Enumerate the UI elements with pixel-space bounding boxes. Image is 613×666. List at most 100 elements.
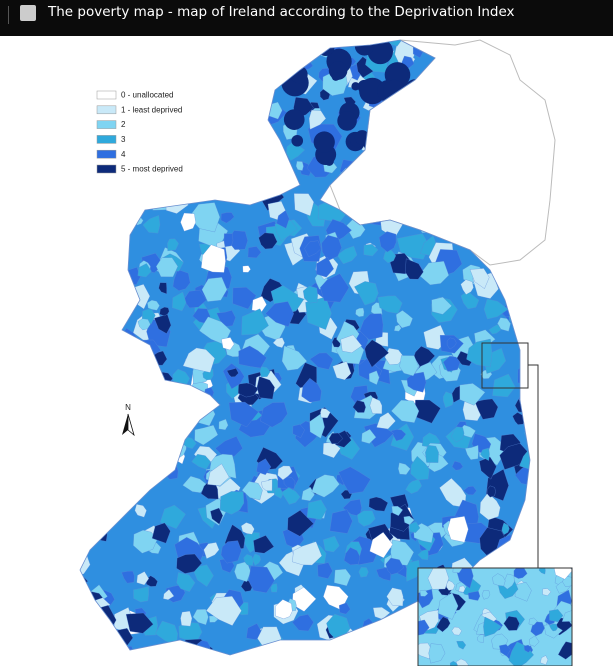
inset-areas xyxy=(418,568,572,666)
area xyxy=(52,404,75,427)
area xyxy=(248,137,271,163)
area xyxy=(322,535,340,553)
area xyxy=(528,258,530,268)
area xyxy=(256,376,275,400)
area xyxy=(436,616,451,633)
legend: 0 - unallocated 1 - least deprived 2 3 4 5 - … xyxy=(96,90,183,174)
area xyxy=(368,370,380,385)
area xyxy=(223,233,234,247)
area xyxy=(182,347,215,373)
area xyxy=(488,324,502,335)
area xyxy=(89,233,116,265)
area xyxy=(388,655,399,666)
area xyxy=(141,51,166,71)
area xyxy=(158,282,167,295)
area xyxy=(98,397,112,409)
area xyxy=(256,458,272,475)
area xyxy=(159,416,185,437)
area xyxy=(337,111,357,131)
area xyxy=(80,267,88,301)
area xyxy=(238,345,267,369)
area xyxy=(503,616,520,631)
compass-label: N xyxy=(125,403,131,412)
area xyxy=(182,122,196,134)
area xyxy=(385,557,404,575)
area xyxy=(101,358,125,375)
area xyxy=(522,310,530,329)
legend-swatch xyxy=(96,90,117,100)
area xyxy=(358,567,369,578)
area xyxy=(129,446,149,462)
area xyxy=(116,182,124,195)
area xyxy=(121,570,135,584)
area xyxy=(188,36,199,39)
area xyxy=(247,246,262,259)
area xyxy=(259,366,271,378)
area xyxy=(105,355,122,373)
area xyxy=(376,412,396,430)
area xyxy=(172,269,191,291)
area xyxy=(80,590,81,606)
area xyxy=(456,641,466,650)
area xyxy=(80,327,93,346)
area xyxy=(286,45,311,63)
area xyxy=(351,82,360,91)
area xyxy=(132,115,149,131)
area xyxy=(80,610,102,637)
area xyxy=(80,174,82,187)
area xyxy=(398,462,411,475)
area xyxy=(379,635,411,655)
area xyxy=(522,279,530,305)
area xyxy=(100,347,126,376)
area xyxy=(87,189,116,222)
area xyxy=(215,436,243,458)
area xyxy=(542,588,552,596)
area xyxy=(293,40,323,48)
area xyxy=(269,52,284,67)
area xyxy=(287,510,314,537)
area xyxy=(540,655,549,665)
area xyxy=(125,612,154,634)
area xyxy=(167,133,192,155)
area xyxy=(316,256,334,278)
area xyxy=(111,66,125,76)
legend-label: 5 - most deprived xyxy=(121,165,183,174)
area xyxy=(134,504,147,518)
area xyxy=(377,295,403,314)
area xyxy=(80,64,86,81)
area xyxy=(81,503,101,525)
area xyxy=(243,554,254,566)
area xyxy=(156,257,178,278)
area xyxy=(80,511,96,538)
legend-swatch xyxy=(96,149,117,159)
area xyxy=(281,345,308,371)
area xyxy=(511,275,526,288)
area xyxy=(376,621,394,642)
area xyxy=(530,621,545,637)
area xyxy=(80,183,89,199)
area xyxy=(141,383,162,410)
area xyxy=(148,459,160,472)
area xyxy=(552,544,561,554)
area xyxy=(103,465,134,483)
area xyxy=(552,50,564,61)
image-icon xyxy=(20,5,36,21)
area xyxy=(293,193,314,217)
area xyxy=(176,572,196,592)
area xyxy=(455,568,474,589)
area xyxy=(538,286,555,303)
area xyxy=(116,439,139,463)
area xyxy=(443,356,461,372)
area xyxy=(546,72,564,94)
area xyxy=(458,585,466,593)
area xyxy=(522,345,530,362)
area xyxy=(483,616,502,637)
area xyxy=(474,398,499,420)
area xyxy=(292,541,322,566)
area xyxy=(512,412,526,425)
area xyxy=(408,521,421,533)
area xyxy=(320,408,331,419)
area xyxy=(242,102,258,116)
area xyxy=(468,591,481,601)
area xyxy=(499,644,511,657)
